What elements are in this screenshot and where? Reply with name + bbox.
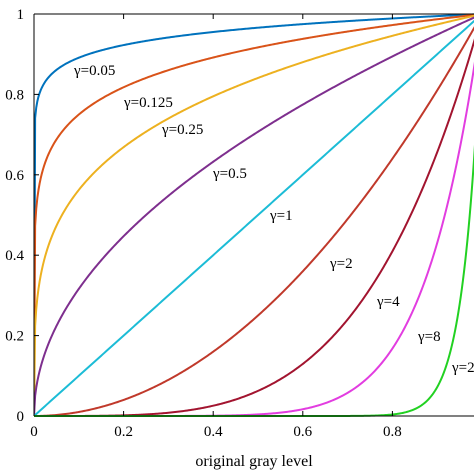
curve-label-4: γ=1 xyxy=(269,208,293,224)
curve-label-7: γ=8 xyxy=(417,329,441,345)
y-tick-label: 0.6 xyxy=(5,168,24,184)
series-line-2 xyxy=(34,14,474,417)
y-tick-label: 0.2 xyxy=(5,329,24,345)
curve-label-3: γ=0.5 xyxy=(212,166,247,182)
curve-label-6: γ=4 xyxy=(376,294,400,310)
y-tick-label: 0 xyxy=(17,409,25,425)
curve-label-8: γ=2 xyxy=(451,360,474,376)
curve-label-5: γ=2 xyxy=(329,256,353,272)
x-tick-label: 0.6 xyxy=(293,424,312,440)
curve-label-0: γ=0.05 xyxy=(73,63,115,79)
series-line-0 xyxy=(34,13,474,417)
x-tick-label: 0 xyxy=(30,424,38,440)
curve-label-2: γ=0.25 xyxy=(161,122,203,138)
series-line-1 xyxy=(34,13,474,417)
series-line-5 xyxy=(34,26,474,417)
curve-labels: γ=0.05 γ=0.125 γ=0.25 γ=0.5 γ=1 γ=2 γ=4 γ=8 γ=2 xyxy=(73,63,474,376)
curve-label-1: γ=0.125 xyxy=(123,95,173,111)
x-tick-label: 0.4 xyxy=(204,424,223,440)
y-tick-label: 0.8 xyxy=(5,87,24,103)
plot-frame xyxy=(33,13,474,417)
x-axis-label: original gray level xyxy=(195,453,313,470)
x-tick-label: 0.2 xyxy=(114,424,133,440)
series-line-4 xyxy=(34,19,474,417)
y-tick-label: 0.4 xyxy=(5,248,24,264)
axis-ticks: 0 0.2 0.4 0.6 0.8 0 0.2 0.4 0.6 0.8 1 xyxy=(5,7,402,440)
x-tick-label: 0.8 xyxy=(383,424,402,440)
series-line-3 xyxy=(34,16,474,417)
y-tick-label: 1 xyxy=(17,7,25,23)
